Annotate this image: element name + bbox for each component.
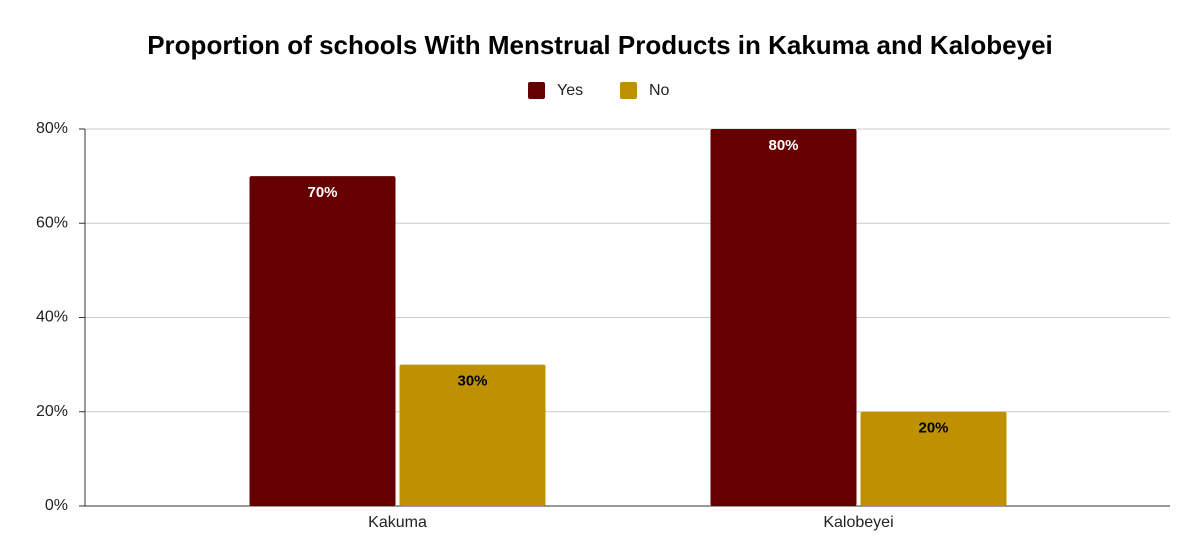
- bar: [249, 176, 396, 506]
- y-tick-label: 80%: [36, 120, 68, 137]
- legend-swatch: [620, 82, 637, 99]
- y-tick-label: 40%: [36, 309, 68, 326]
- value-label: 70%: [307, 184, 337, 201]
- y-tick-label: 20%: [36, 403, 68, 420]
- legend-swatch: [528, 82, 545, 99]
- x-tick-label: Kalobeyei: [823, 514, 893, 531]
- value-label: 30%: [457, 373, 487, 390]
- bar: [399, 364, 546, 506]
- chart-title: Proportion of schools With Menstrual Pro…: [147, 30, 1053, 60]
- bar: [710, 129, 857, 506]
- value-label: 20%: [918, 420, 948, 437]
- bar: [860, 411, 1007, 506]
- x-tick-label: Kakuma: [368, 514, 427, 531]
- legend-label: Yes: [557, 82, 583, 99]
- y-tick-label: 60%: [36, 214, 68, 231]
- value-label: 80%: [768, 137, 798, 154]
- y-tick-label: 0%: [45, 497, 68, 514]
- legend-label: No: [649, 82, 670, 99]
